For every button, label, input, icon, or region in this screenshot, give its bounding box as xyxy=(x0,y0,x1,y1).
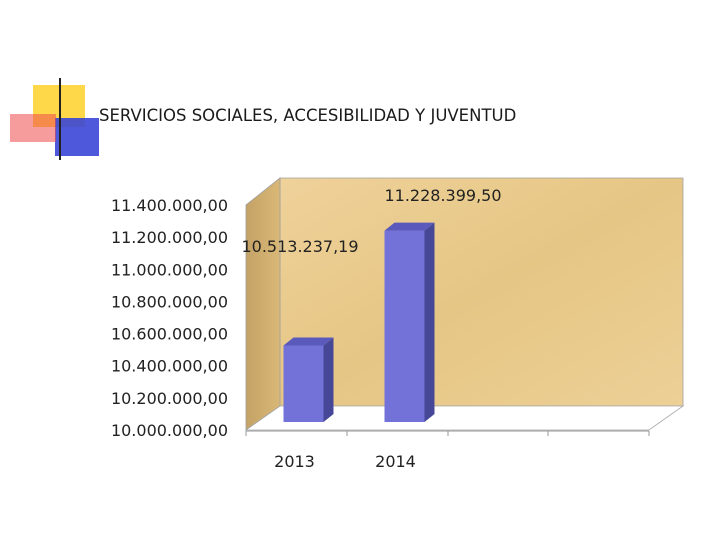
bar-series xyxy=(283,222,435,422)
y-tick-label: 11.200.000,00 xyxy=(111,228,228,247)
y-tick-label: 10.800.000,00 xyxy=(111,292,228,311)
accent-blue-square xyxy=(55,118,99,156)
bar-2013 xyxy=(283,337,334,422)
y-tick-label: 10.400.000,00 xyxy=(111,357,228,376)
y-tick-label: 11.400.000,00 xyxy=(111,196,228,215)
y-tick-label: 11.000.000,00 xyxy=(111,260,228,279)
bar-2014 xyxy=(384,222,435,422)
data-label: 11.228.399,50 xyxy=(384,186,501,205)
chart-walls xyxy=(244,177,685,436)
bar-top-face xyxy=(384,222,435,231)
chart-side-wall xyxy=(245,177,281,431)
chart-back-wall xyxy=(279,177,684,407)
bar-top-face xyxy=(283,337,334,346)
bar-front-face xyxy=(283,345,324,422)
x-tick-label: 2014 xyxy=(375,452,416,471)
bar-front-face xyxy=(384,230,425,422)
slide-accent-decoration xyxy=(10,78,665,160)
bar-side-face xyxy=(323,337,334,422)
data-labels: 10.513.237,19 11.228.399,50 xyxy=(241,186,501,256)
x-tick-label: 2013 xyxy=(274,452,315,471)
data-label: 10.513.237,19 xyxy=(241,237,358,256)
accent-red-square xyxy=(10,114,56,142)
y-tick-label: 10.600.000,00 xyxy=(111,325,228,344)
y-tick-label: 10.000.000,00 xyxy=(111,421,228,440)
slide-title: SERVICIOS SOCIALES, ACCESIBILIDAD Y JUVE… xyxy=(99,106,517,125)
y-tick-label: 10.200.000,00 xyxy=(111,389,228,408)
chart-floor xyxy=(244,405,685,431)
bar-side-face xyxy=(424,222,435,422)
y-axis-ticks: 11.400.000,00 11.200.000,00 11.000.000,00 1… xyxy=(111,196,228,440)
x-axis-labels: 2013 2014 xyxy=(274,452,416,471)
